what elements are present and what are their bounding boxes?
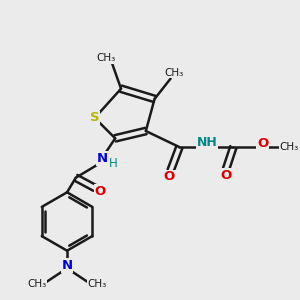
Text: O: O — [220, 169, 232, 182]
Text: CH₃: CH₃ — [88, 279, 107, 289]
Text: H: H — [110, 157, 118, 169]
Text: O: O — [94, 185, 106, 198]
Text: CH₃: CH₃ — [279, 142, 298, 152]
Text: CH₃: CH₃ — [97, 53, 116, 63]
Text: O: O — [164, 170, 175, 183]
Text: CH₃: CH₃ — [164, 68, 183, 78]
Text: N: N — [97, 152, 108, 165]
Text: NH: NH — [197, 136, 218, 149]
Text: O: O — [257, 137, 268, 150]
Text: N: N — [61, 259, 73, 272]
Text: S: S — [90, 111, 100, 124]
Text: CH₃: CH₃ — [27, 279, 46, 289]
